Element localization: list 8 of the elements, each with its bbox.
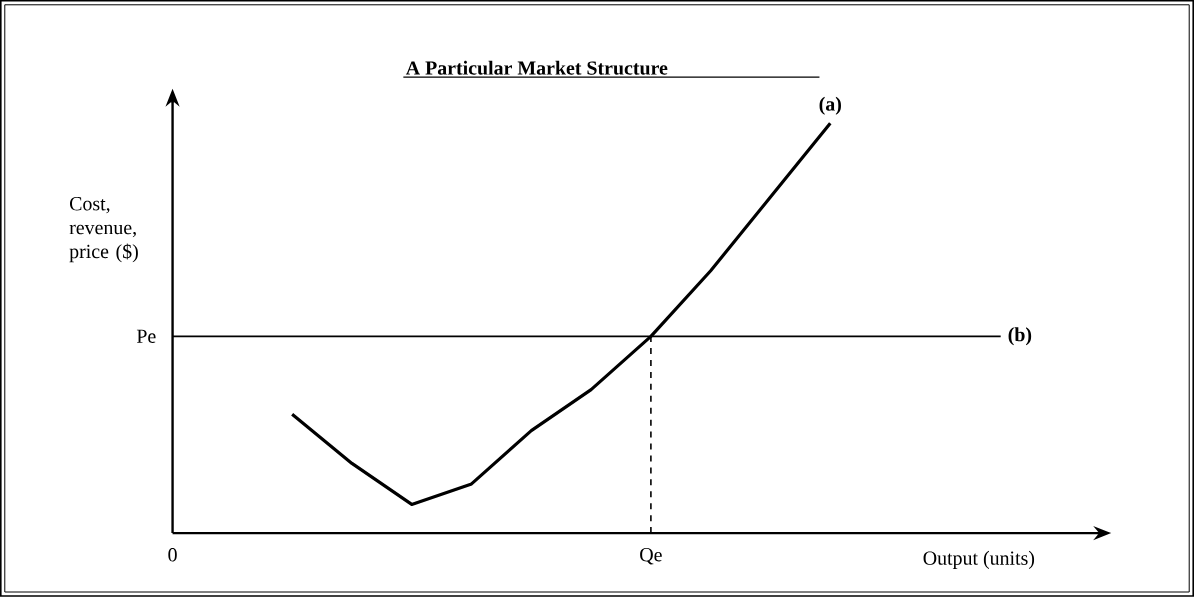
ref-line-label: (b) — [1008, 327, 1032, 346]
text: Pe — [136, 329, 156, 344]
x-tick-label: 0 — [168, 548, 177, 562]
chart-title: A Particular Market Structure — [405, 60, 668, 75]
x-tick-label: Qe — [640, 548, 662, 565]
series-label: (a) — [819, 96, 841, 115]
y-axis-title: Cost, revenue, price ($) — [69, 197, 138, 263]
x-axis-title: Output (units) — [923, 550, 1035, 570]
